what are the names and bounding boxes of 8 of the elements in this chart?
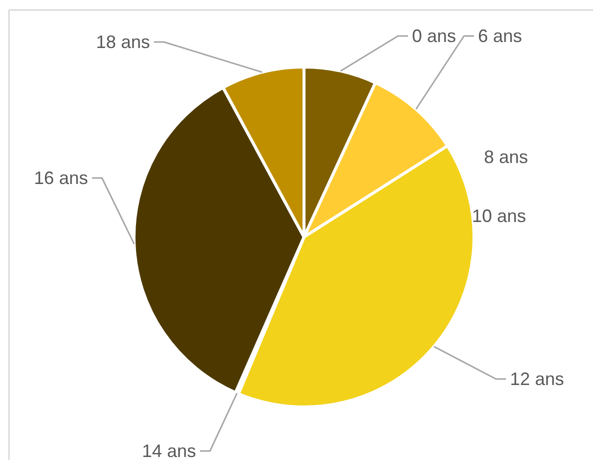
slice-label: 14 ans xyxy=(142,441,196,460)
slice-label: 16 ans xyxy=(34,168,88,188)
slice-label: 18 ans xyxy=(96,32,150,52)
slice-label: 0 ans xyxy=(412,26,456,46)
category-label: 8 ans xyxy=(484,147,528,167)
slice-label: 12 ans xyxy=(510,369,564,389)
slice-label: 6 ans xyxy=(478,26,522,46)
category-label: 10 ans xyxy=(472,206,526,226)
